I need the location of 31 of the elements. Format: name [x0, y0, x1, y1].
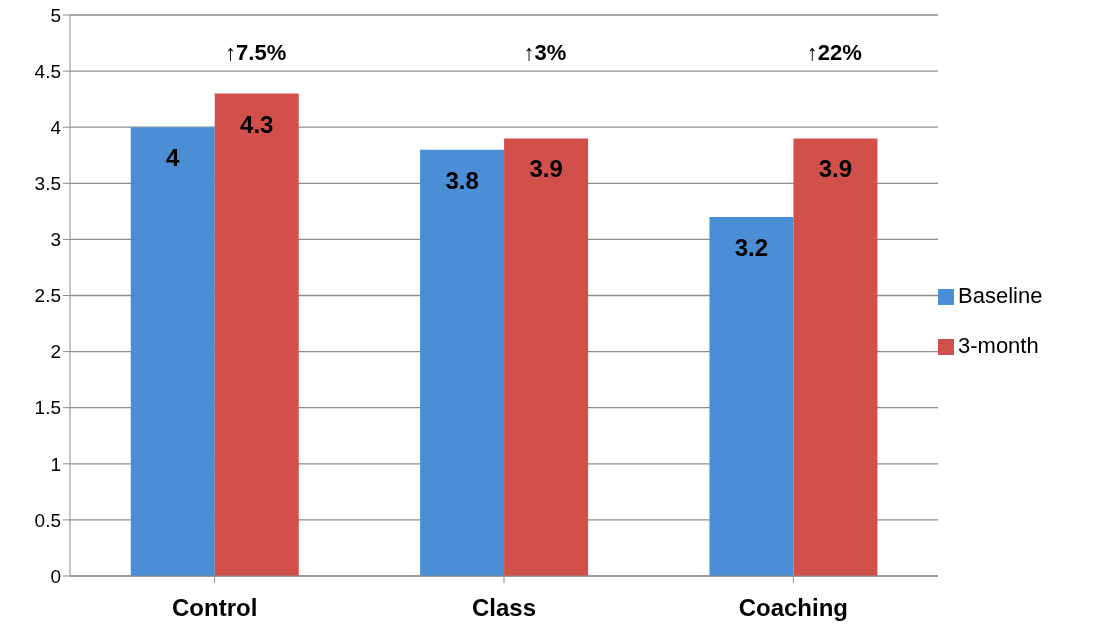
- bar: [793, 138, 878, 576]
- data-label: 3.9: [818, 155, 853, 183]
- data-label: 4: [166, 144, 181, 172]
- data-label: 3.8: [445, 166, 479, 194]
- legend-label: Baseline: [958, 283, 1043, 308]
- y-tick-label: 5: [50, 4, 61, 26]
- y-tick-label: 2: [50, 341, 61, 363]
- annotation: ↑22%: [806, 39, 862, 65]
- x-tick-label: Class: [471, 594, 537, 622]
- y-tick-label: 1: [50, 453, 61, 475]
- annotation: ↑7.5%: [225, 39, 287, 65]
- y-tick-label: 0: [50, 565, 61, 587]
- legend-label: 3-month: [958, 333, 1039, 358]
- bar: [130, 127, 215, 576]
- data-label: 4.3: [240, 110, 274, 138]
- data-label: 3.9: [529, 155, 563, 183]
- x-tick-label: Control: [172, 594, 258, 622]
- annotation: ↑3%: [523, 39, 567, 65]
- y-tick-label: 2.5: [34, 285, 61, 307]
- y-tick-label: 3.5: [34, 173, 61, 195]
- data-label: 3.2: [734, 234, 769, 261]
- x-tick-label: Coaching: [738, 594, 849, 622]
- bar: [504, 138, 589, 576]
- bar: [420, 149, 505, 576]
- y-tick-label: 1.5: [34, 397, 61, 419]
- y-tick-label: 4: [50, 116, 62, 138]
- y-tick-label: 3: [50, 229, 61, 251]
- bar: [214, 93, 299, 576]
- y-tick-label: 0.5: [34, 509, 61, 531]
- y-tick-label: 4.5: [34, 60, 61, 82]
- bar: [709, 216, 794, 576]
